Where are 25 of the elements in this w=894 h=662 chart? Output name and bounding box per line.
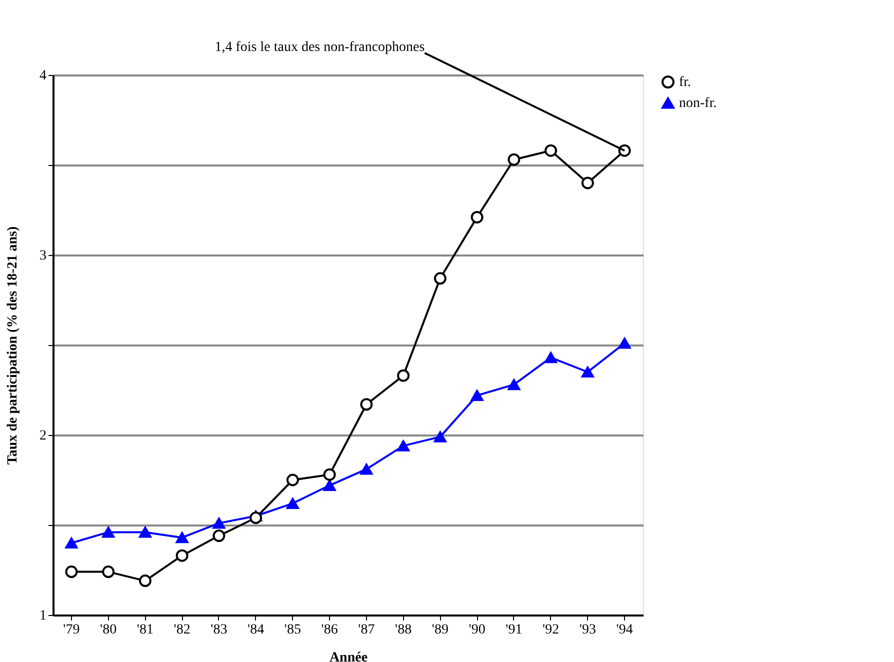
x-tick-label: '80 — [100, 622, 117, 638]
y-tick-label: 4 — [40, 68, 46, 84]
legend-label: non-fr. — [679, 96, 717, 111]
x-axis-title: Année — [329, 650, 368, 662]
x-tick-label: '91 — [506, 622, 522, 638]
x-tick-label: '89 — [432, 622, 448, 638]
x-tick-label: '87 — [358, 622, 375, 638]
x-tick-label: '88 — [395, 622, 412, 638]
x-tick-label: '90 — [468, 622, 486, 638]
x-tick-label: '84 — [248, 622, 264, 638]
y-tick-label: 2 — [40, 428, 46, 444]
x-tick-label: '83 — [210, 622, 228, 638]
x-tick-label: '92 — [542, 622, 560, 638]
y-tick-label: 1 — [40, 608, 46, 624]
x-tick-label: '86 — [321, 622, 338, 638]
x-tick-label: '79 — [63, 622, 80, 638]
x-tick-label: '85 — [284, 622, 301, 638]
x-tick-label: '93 — [579, 622, 596, 638]
legend-label: fr. — [679, 75, 692, 90]
x-tick-label: '81 — [136, 622, 154, 638]
y-axis-title: Taux de participation (% des 18-21 ans) — [6, 226, 20, 465]
annotation: 1,4 fois le taux des non-francophones — [214, 40, 425, 55]
x-tick-label: '82 — [174, 622, 190, 638]
y-tick-label: 3 — [40, 248, 46, 264]
x-tick-label: '94 — [616, 622, 633, 638]
